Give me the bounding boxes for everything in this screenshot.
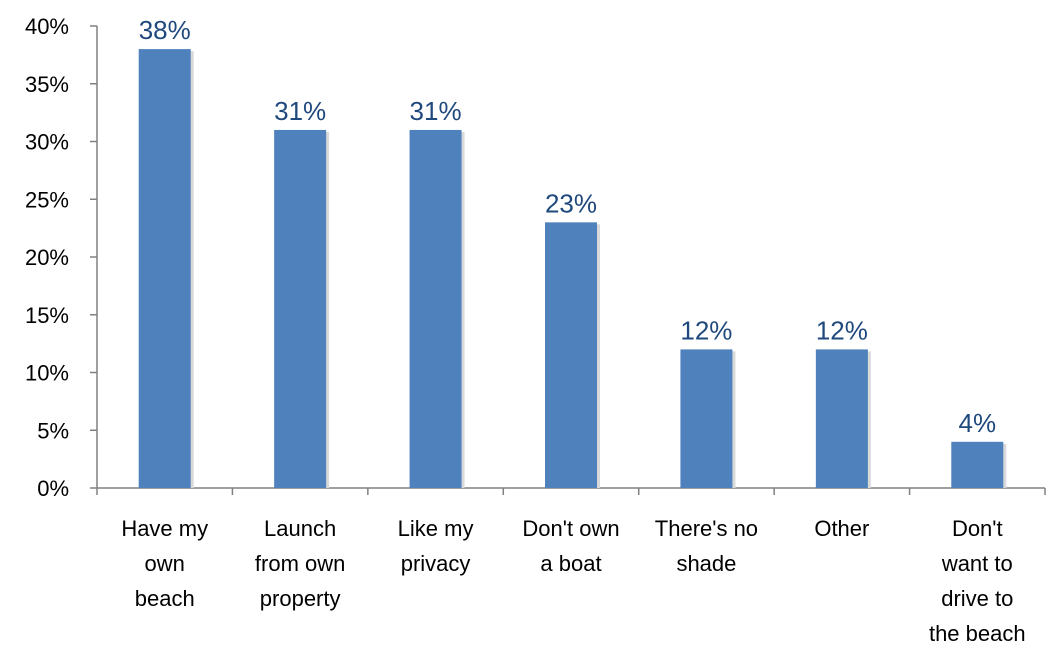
- data-label: 12%: [816, 315, 868, 345]
- data-label: 23%: [545, 188, 597, 218]
- x-category-label: a boat: [540, 551, 601, 576]
- x-category-label: the beach: [929, 621, 1026, 646]
- data-label: 31%: [410, 96, 462, 126]
- x-category-label: from own: [255, 551, 345, 576]
- y-tick-label: 30%: [25, 130, 69, 155]
- y-tick-label: 35%: [25, 72, 69, 97]
- y-tick-label: 15%: [25, 303, 69, 328]
- x-category-label: beach: [135, 586, 195, 611]
- bar: [274, 129, 327, 488]
- x-category-label: own: [145, 551, 185, 576]
- y-tick-label: 5%: [37, 418, 69, 443]
- data-label: 38%: [139, 15, 191, 45]
- y-tick-label: 10%: [25, 361, 69, 386]
- bar: [815, 349, 868, 488]
- y-tick-label: 0%: [37, 476, 69, 501]
- x-category-label: Don't: [952, 516, 1003, 541]
- bar: [138, 49, 191, 488]
- x-category-label: want to: [941, 551, 1013, 576]
- data-label: 4%: [958, 408, 996, 438]
- bar: [409, 129, 462, 488]
- y-tick-label: 40%: [25, 14, 69, 39]
- x-category-label: privacy: [401, 551, 471, 576]
- y-tick-label: 25%: [25, 187, 69, 212]
- x-category-label: drive to: [941, 586, 1013, 611]
- bar: [951, 441, 1004, 488]
- bar: [680, 349, 733, 488]
- y-tick-label: 20%: [25, 245, 69, 270]
- x-category-label: Other: [814, 516, 869, 541]
- x-category-label: Like my: [398, 516, 474, 541]
- x-category-label: Don't own: [522, 516, 619, 541]
- bar: [545, 222, 597, 488]
- x-category-label: Launch: [264, 516, 336, 541]
- data-label: 12%: [680, 315, 732, 345]
- x-category-label: shade: [676, 551, 736, 576]
- x-category-label: Have my: [121, 516, 208, 541]
- x-category-label: There's no: [655, 516, 758, 541]
- x-category-label: property: [260, 586, 341, 611]
- data-label: 31%: [274, 96, 326, 126]
